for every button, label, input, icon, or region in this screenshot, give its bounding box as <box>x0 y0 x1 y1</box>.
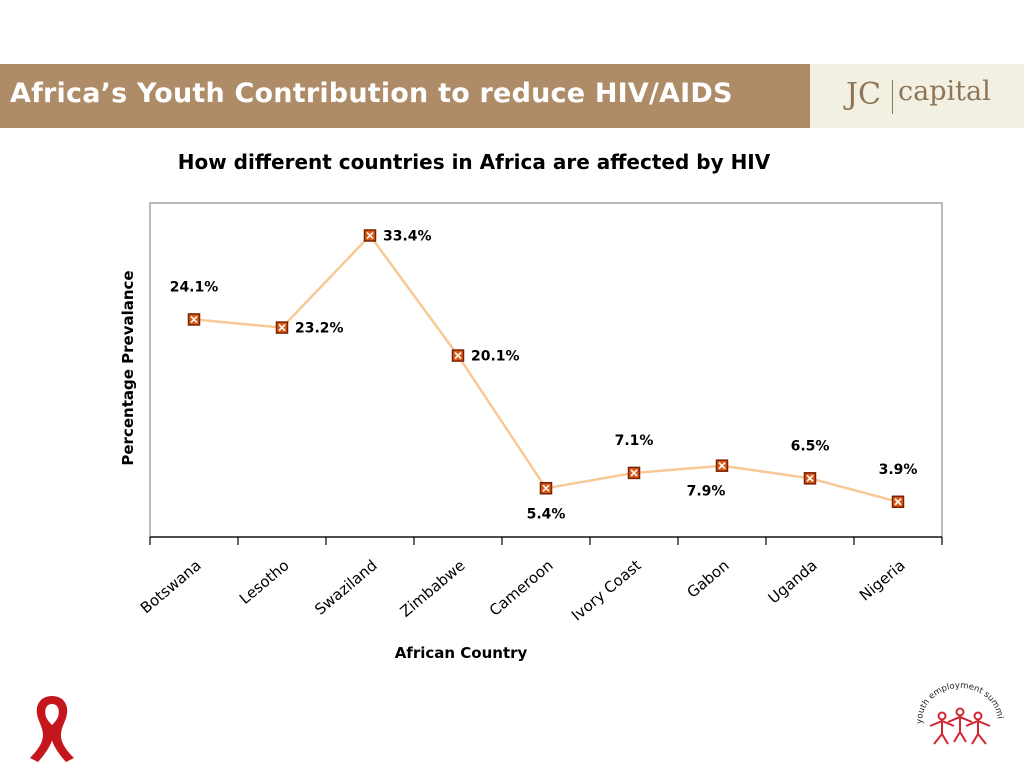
x-tick-label: Ivory Coast <box>568 556 645 624</box>
data-label: 24.1% <box>170 279 219 295</box>
data-markers <box>187 229 905 509</box>
x-axis-label: African Country <box>395 644 528 662</box>
data-point <box>451 349 465 362</box>
header-band <box>0 64 810 128</box>
logo-divider <box>892 80 893 114</box>
data-label: 23.2% <box>295 321 344 337</box>
x-tick-label: Lesotho <box>236 556 293 608</box>
data-point <box>803 472 817 485</box>
data-point <box>187 313 201 326</box>
data-point <box>715 459 729 472</box>
data-label: 3.9% <box>879 462 918 478</box>
data-label: 33.4% <box>383 228 432 244</box>
x-tick-label: Botswana <box>137 556 205 617</box>
data-label: 20.1% <box>471 349 520 365</box>
data-label: 7.9% <box>687 484 726 500</box>
data-label: 6.5% <box>791 438 830 454</box>
chart-title: How different countries in Africa are af… <box>178 150 771 174</box>
y-axis-label: Percentage Prevalance <box>119 270 137 465</box>
x-axis-ticks <box>149 537 943 545</box>
data-label: 7.1% <box>615 433 654 449</box>
x-tick-label: Nigeria <box>856 556 909 604</box>
jc-capital-logo: JC capital <box>810 64 1024 128</box>
logo-capital-text: capital <box>898 76 991 107</box>
red-ribbon-icon <box>30 696 74 762</box>
data-point <box>275 321 289 334</box>
x-tick-label: Gabon <box>683 556 732 601</box>
x-tick-label: Cameroon <box>486 556 557 619</box>
x-tick-label: Zimbabwe <box>397 556 469 620</box>
logo-jc-text: JC <box>846 77 881 112</box>
data-point <box>539 482 553 495</box>
data-point <box>627 466 641 480</box>
data-label: 5.4% <box>527 506 566 522</box>
youth-employment-summit-logo: youth employment summit <box>912 680 1005 745</box>
data-point <box>363 229 377 242</box>
slide-title: Africa’s Youth Contribution to reduce HI… <box>10 78 733 109</box>
x-tick-label: Uganda <box>765 556 821 607</box>
data-point <box>891 495 905 509</box>
x-tick-label: Swaziland <box>311 556 380 618</box>
data-labels: 24.1% 23.2% 33.4% 20.1% 5.4% 7.1% 7.9% 6.5% 3.9% <box>170 228 918 522</box>
x-tick-labels: Botswana Lesotho Swaziland Zimbabwe Cameroon… <box>137 556 909 624</box>
